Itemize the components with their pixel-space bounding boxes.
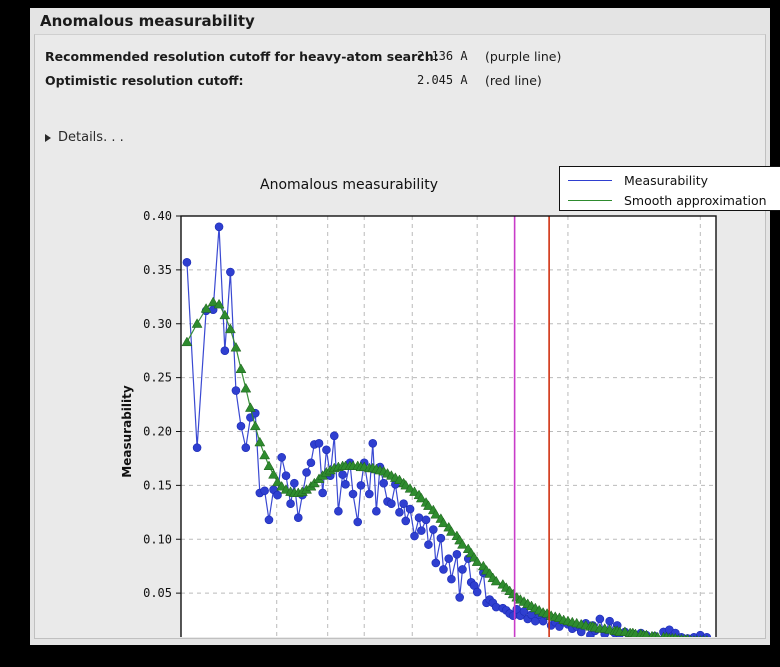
svg-text:0.40: 0.40 xyxy=(143,209,172,223)
details-label: Details. . . xyxy=(58,130,124,145)
triangle-right-icon xyxy=(45,133,51,142)
svg-text:0.05: 0.05 xyxy=(143,586,172,600)
legend-item-smooth: Smooth approximation xyxy=(568,189,767,211)
details-disclosure-button[interactable]: Details. . . xyxy=(45,130,124,145)
svg-text:0.35: 0.35 xyxy=(143,263,172,277)
legend-item-measurability: Measurability xyxy=(568,169,708,191)
info-value: 2.045 A xyxy=(417,73,468,87)
info-label: Recommended resolution cutoff for heavy-… xyxy=(45,49,439,64)
svg-text:0.30: 0.30 xyxy=(143,317,172,331)
info-row: Optimistic resolution cutoff: 2.045 A (r… xyxy=(45,71,745,95)
svg-text:0.10: 0.10 xyxy=(143,532,172,546)
svg-text:0.20: 0.20 xyxy=(143,425,172,439)
legend-label: Smooth approximation xyxy=(624,192,767,208)
legend-label: Measurability xyxy=(624,172,709,188)
svg-text:0.25: 0.25 xyxy=(143,371,172,385)
info-note: (red line) xyxy=(485,73,542,88)
page-title: Anomalous measurability xyxy=(40,12,255,30)
analysis-window: Anomalous measurability Recommended reso… xyxy=(30,8,780,645)
info-note: (purple line) xyxy=(485,49,562,64)
info-label: Optimistic resolution cutoff: xyxy=(45,73,244,88)
chart-plot-area: 0.000.050.100.150.200.250.300.350.403.53… xyxy=(41,147,761,637)
svg-text:Measurability: Measurability xyxy=(120,385,134,478)
info-value: 2.136 A xyxy=(417,49,468,63)
legend-line-icon xyxy=(568,179,612,181)
info-row: Recommended resolution cutoff for heavy-… xyxy=(45,47,745,71)
panel-body: Recommended resolution cutoff for heavy-… xyxy=(34,34,780,639)
cutoff-info-rows: Recommended resolution cutoff for heavy-… xyxy=(45,47,745,95)
legend-line-icon xyxy=(568,199,612,201)
anomalous-measurability-chart: 0.000.050.100.150.200.250.300.350.403.53… xyxy=(120,209,717,637)
chart-title: Anomalous measurability xyxy=(260,177,438,193)
chart-legend: Measurability Smooth approximation xyxy=(559,166,780,211)
svg-text:0.15: 0.15 xyxy=(143,478,172,492)
